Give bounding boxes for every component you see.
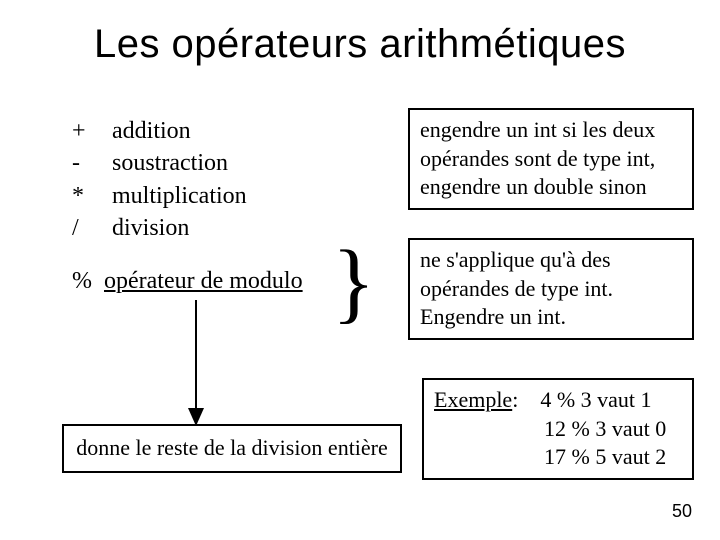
note-box-int-double: engendre un int si les deux opérandes so… [408, 108, 694, 210]
note-box-reste: donne le reste de la division entière [62, 424, 402, 473]
operator-row: + addition [72, 115, 247, 147]
operator-label: soustraction [112, 147, 228, 179]
operator-symbol: - [72, 147, 112, 179]
example-line1: 4 % 3 vaut 1 [540, 387, 651, 412]
arrow-icon [166, 300, 226, 426]
modulo-row: % opérateur de modulo [72, 268, 303, 295]
operator-label: multiplication [112, 180, 247, 212]
example-line2: 12 % 3 vaut 0 [434, 415, 682, 444]
operator-row: - soustraction [72, 147, 247, 179]
operator-symbol: + [72, 115, 112, 147]
brace-icon: } [332, 238, 375, 328]
operator-symbol: * [72, 180, 112, 212]
modulo-label: opérateur de modulo [104, 268, 303, 294]
operator-list: + addition - soustraction * multiplicati… [72, 115, 247, 245]
operator-row: / division [72, 212, 247, 244]
note-box-modulo: ne s'applique qu'à des opérandes de type… [408, 238, 694, 340]
operator-label: division [112, 212, 189, 244]
example-colon: : [512, 387, 518, 412]
operator-row: * multiplication [72, 180, 247, 212]
slide-title: Les opérateurs arithmétiques [0, 22, 720, 67]
slide: Les opérateurs arithmétiques + addition … [0, 0, 720, 540]
page-number: 50 [672, 501, 692, 522]
operator-label: addition [112, 115, 191, 147]
operator-symbol: / [72, 212, 112, 244]
modulo-symbol: % [72, 268, 92, 294]
example-box: Exemple: 4 % 3 vaut 1 12 % 3 vaut 0 17 %… [422, 378, 694, 480]
example-line3: 17 % 5 vaut 2 [434, 443, 682, 472]
example-heading: Exemple [434, 387, 512, 412]
